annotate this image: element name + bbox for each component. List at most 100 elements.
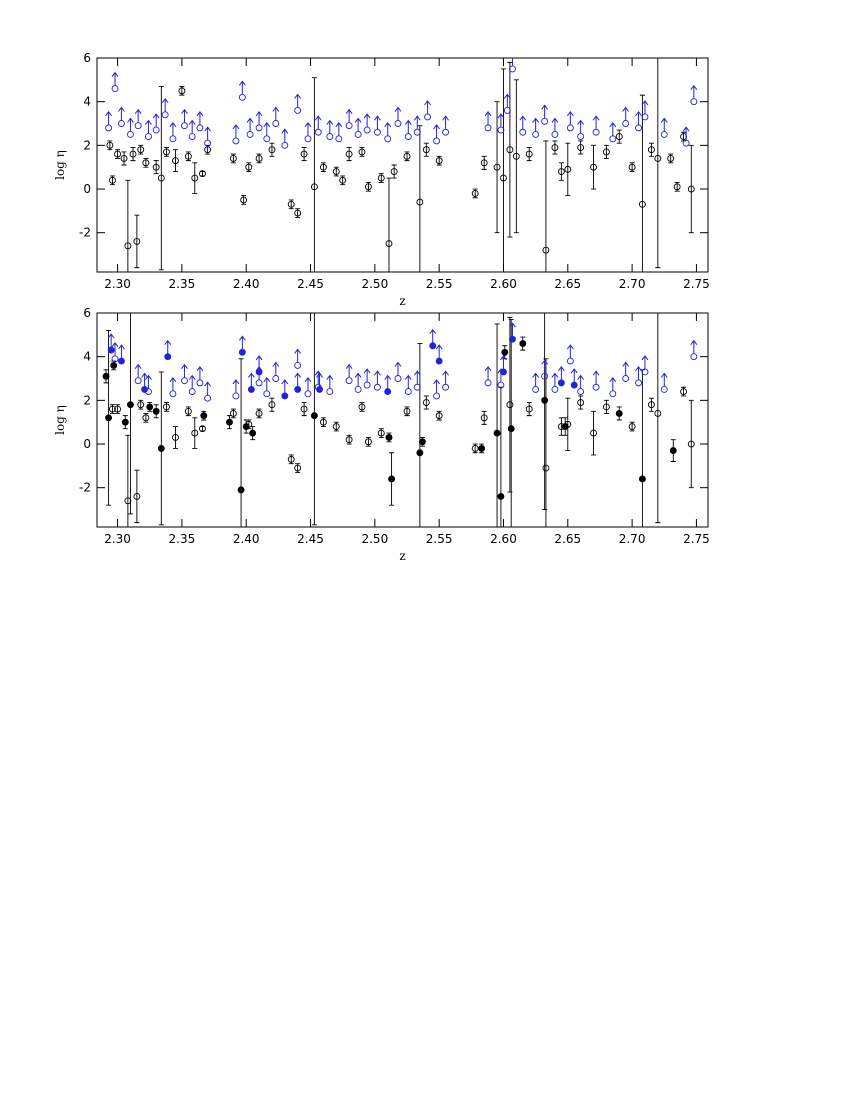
data-point	[178, 87, 186, 95]
limit-arrow	[188, 119, 196, 134]
data-point	[339, 176, 347, 184]
limit-arrow	[374, 115, 381, 130]
limit-arrow	[519, 115, 527, 130]
data-point	[107, 346, 115, 354]
limit-arrow	[641, 100, 649, 114]
data-point	[161, 111, 169, 119]
error-bar	[346, 147, 352, 162]
data-point	[287, 200, 295, 208]
error-bar	[578, 395, 584, 410]
error-bar	[591, 410, 597, 456]
data-point	[196, 124, 204, 132]
data-point	[551, 144, 559, 151]
limit-arrow	[304, 121, 312, 136]
plot-frame	[96, 57, 709, 273]
data-point	[204, 394, 212, 402]
data-point	[557, 168, 565, 176]
data-point	[532, 130, 540, 138]
error-bar	[603, 144, 609, 159]
x-tick-label: 2.55	[426, 532, 453, 546]
data-point	[152, 407, 160, 415]
error-bar	[481, 410, 487, 425]
limit-arrow	[394, 106, 402, 121]
limit-arrow	[363, 368, 371, 383]
data-point	[304, 135, 312, 143]
limit-arrow	[316, 372, 323, 387]
data-point	[188, 133, 196, 141]
data-point	[493, 163, 501, 171]
data-point	[551, 130, 559, 138]
limit-arrow	[272, 106, 280, 121]
limit-arrow	[394, 361, 402, 376]
data-point	[163, 403, 170, 411]
data-point	[590, 163, 597, 171]
data-point	[255, 379, 263, 387]
limit-arrow	[181, 108, 188, 123]
limit-arrow	[384, 121, 392, 136]
data-point	[226, 418, 233, 426]
limit-arrow	[107, 333, 115, 348]
limit-arrow	[541, 104, 549, 119]
data-point	[363, 381, 371, 389]
data-point	[566, 357, 574, 365]
data-point	[413, 383, 421, 391]
data-point	[609, 390, 617, 398]
data-point	[609, 135, 617, 143]
limit-arrow	[118, 344, 125, 359]
data-point	[304, 390, 312, 398]
data-point	[354, 130, 362, 138]
data-point	[503, 106, 511, 114]
data-point	[592, 383, 600, 391]
data-point	[403, 407, 411, 415]
data-point	[238, 93, 246, 101]
error-bar	[301, 147, 307, 162]
data-point	[615, 133, 623, 141]
data-point	[345, 436, 353, 444]
limit-arrow	[682, 126, 690, 141]
error-bar	[125, 179, 131, 272]
data-point	[255, 124, 263, 132]
data-point	[105, 414, 113, 422]
data-point	[519, 128, 527, 136]
data-point	[121, 418, 129, 426]
data-point	[152, 126, 160, 134]
data-point	[345, 122, 353, 130]
data-point	[108, 176, 116, 184]
data-point	[660, 385, 668, 393]
limit-arrow	[196, 366, 204, 380]
x-tick-label: 2.35	[169, 277, 196, 291]
data-point	[497, 126, 505, 134]
data-point	[316, 385, 323, 393]
data-point	[332, 423, 340, 431]
limit-arrow	[363, 113, 371, 128]
error-bar	[269, 142, 275, 157]
limit-arrow	[111, 342, 119, 356]
data-point	[509, 335, 516, 343]
data-point	[564, 165, 572, 173]
data-point	[246, 130, 254, 138]
error-bar	[423, 395, 429, 410]
data-point	[532, 385, 540, 393]
limit-arrow	[566, 344, 574, 359]
x-axis-label: z	[399, 549, 405, 563]
data-point	[690, 98, 698, 106]
data-point	[592, 128, 600, 136]
data-point	[326, 133, 334, 141]
limit-arrow	[660, 372, 668, 387]
limit-arrow	[429, 328, 437, 343]
data-point	[590, 429, 597, 437]
data-point	[638, 475, 646, 483]
y-axis-label: log η	[53, 405, 67, 435]
limit-arrow	[294, 348, 302, 363]
data-point	[577, 399, 585, 406]
limit-arrow	[570, 368, 578, 383]
data-point	[294, 385, 302, 393]
error-bar	[172, 149, 178, 173]
data-point	[196, 379, 204, 387]
limit-arrow	[105, 111, 112, 125]
x-tick-label: 2.50	[361, 532, 388, 546]
limit-arrow	[551, 372, 559, 387]
data-point	[238, 348, 246, 356]
error-bar	[269, 397, 275, 412]
data-point	[268, 401, 276, 409]
